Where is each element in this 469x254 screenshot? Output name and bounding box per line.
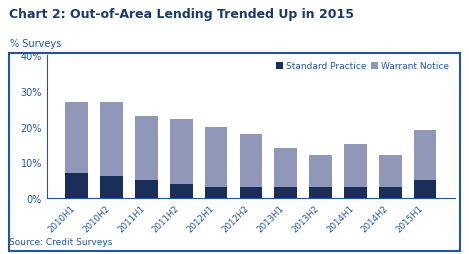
Legend: Standard Practice, Warrant Notice: Standard Practice, Warrant Notice [274, 60, 450, 73]
Bar [170, 120, 193, 184]
Bar [379, 155, 401, 187]
Bar [274, 187, 297, 198]
Bar [170, 184, 193, 198]
Bar [205, 187, 227, 198]
Bar [100, 177, 123, 198]
Bar [66, 173, 88, 198]
Text: % Surveys: % Surveys [10, 39, 61, 49]
Bar [100, 102, 123, 177]
Bar [240, 187, 262, 198]
Bar [344, 187, 367, 198]
Bar [205, 127, 227, 187]
Bar [309, 187, 332, 198]
Bar [379, 187, 401, 198]
Bar [309, 155, 332, 187]
Bar [274, 148, 297, 187]
Bar [240, 134, 262, 187]
Text: Source: Credit Surveys: Source: Credit Surveys [9, 237, 113, 246]
Text: Chart 2: Out-of-Area Lending Trended Up in 2015: Chart 2: Out-of-Area Lending Trended Up … [9, 8, 355, 21]
Bar [135, 116, 158, 180]
Bar [344, 145, 367, 187]
Bar [135, 180, 158, 198]
Bar [66, 102, 88, 173]
Bar [414, 131, 436, 180]
Bar [414, 180, 436, 198]
